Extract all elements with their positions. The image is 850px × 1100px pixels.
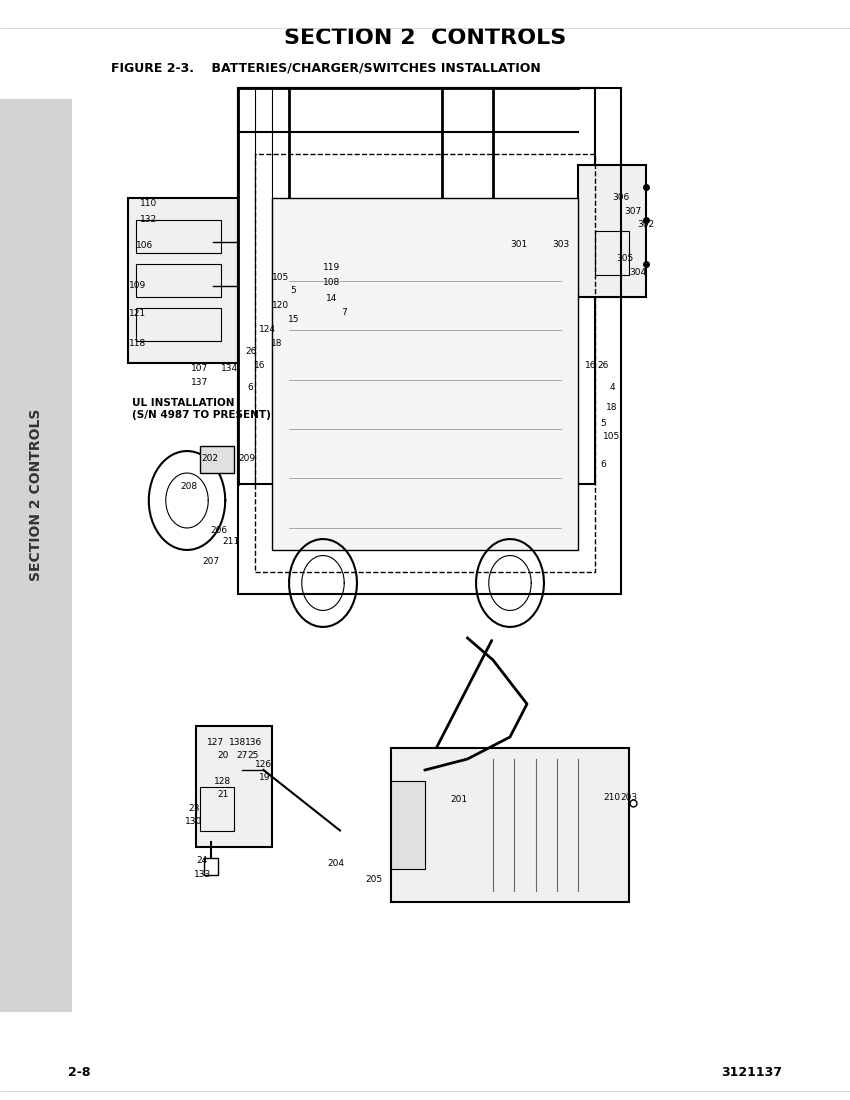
Text: 16: 16 [253, 361, 265, 370]
Text: 107: 107 [191, 364, 208, 373]
Text: 128: 128 [214, 777, 231, 785]
Text: 20: 20 [217, 751, 229, 760]
Text: 121: 121 [129, 309, 146, 318]
Bar [136, 220, 221, 253]
Bar [200, 446, 234, 473]
Text: 133: 133 [194, 870, 211, 879]
Bar [128, 198, 238, 363]
Bar [255, 154, 595, 572]
Text: 307: 307 [625, 207, 642, 216]
Text: 23: 23 [188, 804, 200, 813]
Bar [578, 165, 646, 297]
Text: 18: 18 [606, 403, 618, 411]
Text: 15: 15 [287, 315, 299, 323]
Text: 132: 132 [140, 216, 157, 224]
Bar [204, 858, 218, 874]
Text: 27: 27 [236, 751, 248, 760]
Text: 4: 4 [609, 383, 615, 392]
Text: 19: 19 [259, 773, 271, 782]
Text: 136: 136 [245, 738, 262, 747]
Text: 105: 105 [272, 273, 289, 282]
Bar [238, 88, 620, 594]
Text: 26: 26 [245, 348, 257, 356]
Text: 14: 14 [326, 294, 337, 302]
Text: 304: 304 [629, 268, 646, 277]
Text: 18: 18 [270, 339, 282, 348]
Text: 108: 108 [323, 278, 340, 287]
Bar [323, 264, 374, 352]
Text: 109: 109 [129, 282, 146, 290]
Text: 6: 6 [248, 383, 253, 392]
Text: 105: 105 [604, 432, 620, 441]
Text: 5: 5 [291, 286, 296, 295]
Text: 126: 126 [255, 760, 272, 769]
Text: 208: 208 [180, 482, 197, 491]
Text: 305: 305 [616, 254, 633, 263]
Text: 106: 106 [136, 241, 153, 250]
Text: 306: 306 [612, 194, 629, 202]
Text: 201: 201 [450, 795, 468, 804]
Text: 26: 26 [598, 361, 609, 370]
Bar [391, 781, 425, 869]
Text: 209: 209 [238, 454, 255, 463]
Bar [200, 786, 234, 830]
Text: 210: 210 [604, 793, 620, 802]
Text: 138: 138 [230, 738, 246, 747]
Text: 118: 118 [129, 339, 146, 348]
Text: 25: 25 [247, 751, 259, 760]
Text: 127: 127 [207, 738, 224, 747]
Bar [136, 308, 221, 341]
Text: 301: 301 [510, 240, 527, 249]
Bar [238, 88, 595, 484]
Text: 3121137: 3121137 [721, 1066, 782, 1079]
Text: 16: 16 [585, 361, 597, 370]
Text: UL INSTALLATION
(S/N 4987 TO PRESENT): UL INSTALLATION (S/N 4987 TO PRESENT) [132, 398, 270, 420]
Text: 207: 207 [202, 557, 219, 565]
Text: 5: 5 [601, 419, 606, 428]
Text: 202: 202 [201, 454, 218, 463]
Text: SECTION 2  CONTROLS: SECTION 2 CONTROLS [284, 29, 566, 48]
Text: 24: 24 [196, 856, 208, 865]
Text: 7: 7 [342, 308, 347, 317]
Text: 119: 119 [323, 263, 340, 272]
Text: 203: 203 [620, 793, 638, 802]
Text: 137: 137 [191, 378, 208, 387]
Text: 204: 204 [327, 859, 344, 868]
Text: 211: 211 [223, 537, 240, 546]
Bar [595, 231, 629, 275]
Text: SECTION 2 CONTROLS: SECTION 2 CONTROLS [29, 409, 42, 581]
Text: 120: 120 [272, 301, 289, 310]
Text: 6: 6 [601, 460, 606, 469]
Text: FIGURE 2-3.    BATTERIES/CHARGER/SWITCHES INSTALLATION: FIGURE 2-3. BATTERIES/CHARGER/SWITCHES I… [110, 62, 541, 75]
Bar [136, 264, 221, 297]
Text: 21: 21 [217, 790, 229, 799]
Text: 302: 302 [638, 220, 654, 229]
Bar [272, 198, 578, 550]
Text: 134: 134 [221, 364, 238, 373]
Text: 303: 303 [552, 240, 570, 249]
Bar [196, 726, 272, 847]
Text: 2-8: 2-8 [68, 1066, 90, 1079]
Text: 205: 205 [366, 876, 382, 884]
Text: 130: 130 [185, 817, 202, 826]
Text: 110: 110 [140, 199, 157, 208]
Text: 124: 124 [259, 326, 276, 334]
Bar [0, 99, 72, 1012]
Text: 206: 206 [211, 526, 228, 535]
Bar [391, 748, 629, 902]
